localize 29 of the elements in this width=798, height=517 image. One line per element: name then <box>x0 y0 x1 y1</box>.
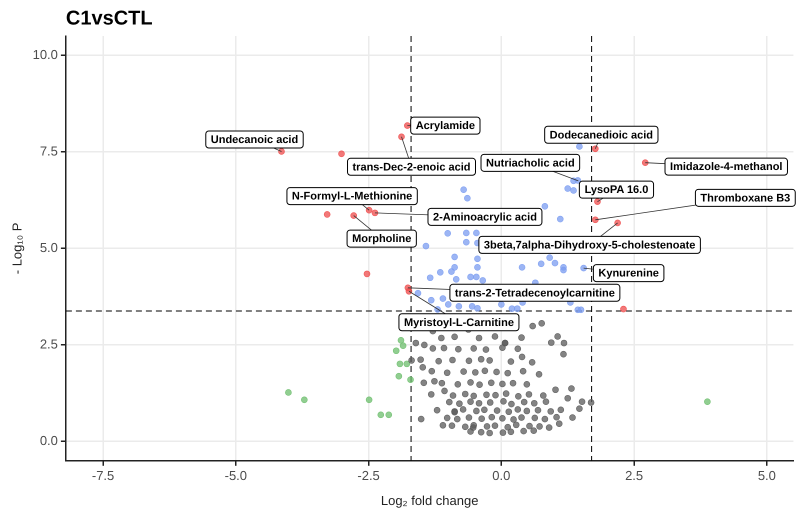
annotation: Undecanoic acid <box>210 134 298 146</box>
x-axis-title: Log₂ fold change <box>380 492 478 508</box>
annotation: Myristoyl-L-Carnitine <box>404 316 514 329</box>
annotation: trans-2-Tetradecenoylcarnitine <box>454 287 615 300</box>
annotation: 2-Aminoacrylic acid <box>432 211 537 224</box>
annotation: Morpholine <box>352 233 412 246</box>
x-tick-label: 0.0 <box>492 468 510 484</box>
x-tick-label: -7.5 <box>92 468 114 484</box>
annotation: Dodecanedioic acid <box>550 129 653 142</box>
y-tick-label: 2.5 <box>40 336 58 352</box>
annotation: trans-Dec-2-enoic acid <box>352 161 470 174</box>
y-axis-title: - Log₁₀ P <box>9 222 24 274</box>
chart-title: C1vsCTL <box>66 8 153 30</box>
annotation: Kynurenine <box>598 268 659 280</box>
x-tick-label: 5.0 <box>758 468 776 484</box>
annotation: Imidazole-4-methanol <box>670 161 782 174</box>
x-tick-label: 2.5 <box>625 468 644 484</box>
annotation: Nutriacholic acid <box>486 157 575 170</box>
y-tick-label: 5.0 <box>40 240 58 255</box>
y-tick-label: 7.5 <box>40 143 58 158</box>
x-tick-label: -5.0 <box>224 468 248 484</box>
annotation: LysoPA 16.0 <box>584 184 648 196</box>
annotation: Acrylamide <box>416 120 476 132</box>
annotation: N-Formyl-L-Methionine <box>292 190 412 203</box>
x-tick-label: -2.5 <box>357 468 380 484</box>
y-tick-label: 0.0 <box>40 433 58 448</box>
annotation: 3beta,7alpha-Dihydroxy-5-cholestenoate <box>484 239 696 252</box>
y-tick-label: 10.0 <box>32 46 58 62</box>
annotation: Thromboxane B3 <box>700 192 790 204</box>
